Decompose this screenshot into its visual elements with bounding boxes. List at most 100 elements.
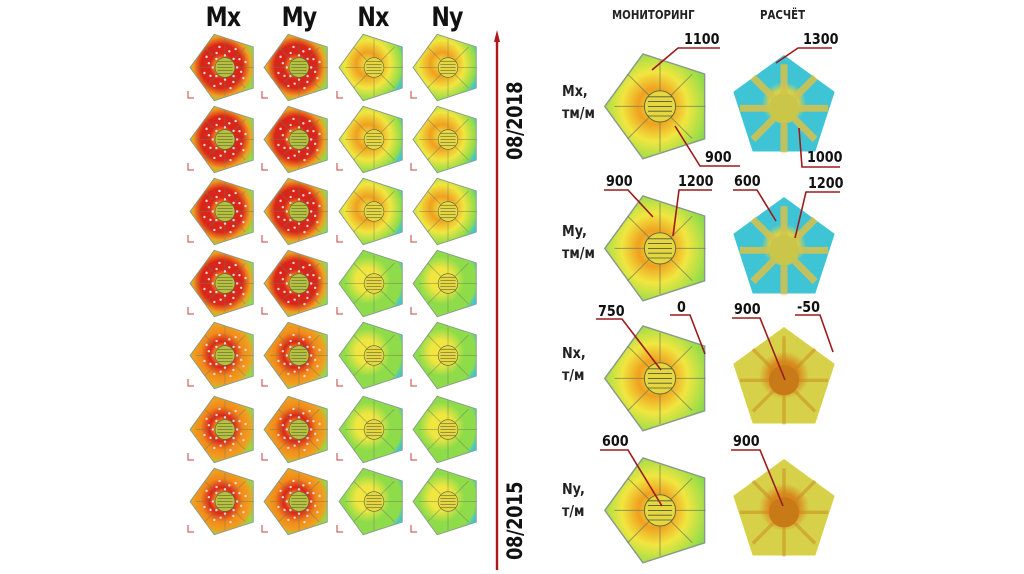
radial-beam — [454, 508, 469, 523]
sensor-point — [289, 436, 292, 440]
sensor-point — [229, 520, 232, 524]
axis-icon — [410, 235, 417, 243]
sensor-point — [302, 194, 305, 197]
radial-beam — [353, 508, 368, 523]
sensor-point — [215, 273, 218, 277]
sensor-point — [209, 218, 212, 222]
sensor-point — [289, 74, 292, 78]
calculation-map-1 — [722, 190, 846, 311]
sensor-point — [232, 436, 235, 440]
sensor-point — [211, 354, 215, 357]
sensor-point — [313, 432, 317, 436]
callout-ny-calc-1: 900 — [733, 432, 760, 450]
stress-map-ny-3 — [409, 172, 487, 253]
sensor-point — [285, 500, 289, 503]
sensor-point — [232, 129, 235, 133]
sensor-point — [239, 286, 243, 290]
radial-beam — [427, 118, 442, 133]
radial-beam — [380, 146, 395, 161]
stress-map-mx-6 — [186, 390, 264, 471]
sensor-point — [306, 368, 309, 372]
sensor-point — [285, 66, 289, 69]
radial-beam — [353, 408, 368, 423]
sensor-point — [238, 201, 241, 205]
sensor-point — [306, 508, 309, 512]
sensor-point — [211, 282, 215, 285]
sensor-point — [203, 433, 206, 437]
sensor-point — [239, 358, 243, 362]
sensor-point — [287, 228, 290, 232]
sensor-point — [223, 198, 227, 201]
row-label-mx-unit: тм/м — [562, 104, 595, 122]
sensor-point — [215, 146, 218, 150]
column-header-mx: Mx — [205, 2, 242, 33]
sensor-point — [218, 117, 221, 121]
sensor-point — [207, 61, 211, 65]
radial-beam — [353, 334, 368, 349]
sensor-point — [292, 261, 295, 265]
monitoring-header: МОНИТОРИНГ — [612, 8, 695, 22]
sensor-point — [219, 154, 222, 157]
sensor-point — [223, 78, 227, 81]
radial-beam — [380, 290, 395, 305]
sensor-point — [215, 362, 218, 366]
sensor-point — [215, 491, 218, 495]
radial-beam — [750, 116, 776, 142]
sensor-point — [203, 505, 206, 509]
sensor-point — [306, 57, 309, 61]
sensor-point — [289, 413, 292, 417]
sensor-point — [312, 129, 315, 133]
axis-icon — [410, 525, 417, 533]
sensor-point — [207, 205, 211, 209]
sensor-point — [279, 343, 282, 347]
sensor-point — [285, 282, 289, 285]
stress-map-ny-4 — [409, 244, 487, 325]
sensor-point — [242, 510, 245, 514]
radial-beam — [454, 146, 469, 161]
sensor-point — [306, 419, 309, 423]
stress-map-mx-7 — [186, 462, 264, 543]
sensor-point — [238, 129, 241, 133]
sensor-point — [219, 82, 222, 85]
arrow-up-icon — [494, 30, 500, 42]
sensor-point — [213, 228, 216, 232]
sensor-point — [308, 191, 311, 195]
sensor-point — [316, 292, 319, 296]
sensor-point — [316, 148, 319, 152]
sensor-point — [297, 198, 301, 201]
stress-map-mx-4 — [186, 244, 264, 325]
sensor-point — [277, 143, 280, 147]
callout-mx-mon-1: 1100 — [684, 30, 720, 48]
sensor-point — [306, 436, 309, 440]
sensor-point — [308, 335, 311, 339]
sensor-point — [223, 366, 227, 369]
calculation-map-2 — [722, 320, 846, 441]
radial-beam — [427, 334, 442, 349]
sensor-point — [223, 294, 227, 297]
sensor-point — [302, 50, 305, 53]
sensor-point — [215, 267, 218, 271]
axis-icon — [336, 525, 343, 533]
axis-icon — [261, 525, 268, 533]
sensor-point — [232, 74, 235, 78]
sensor-point — [211, 428, 215, 431]
sensor-point — [218, 261, 221, 265]
sensor-point — [209, 290, 212, 294]
radial-beam — [427, 480, 442, 495]
callout-nx-calc-1: 900 — [734, 300, 761, 318]
sensor-point — [293, 444, 296, 447]
sensor-point — [213, 372, 216, 376]
sensor-point — [244, 276, 247, 280]
radial-beam — [427, 290, 442, 305]
sensor-point — [232, 224, 235, 228]
sensor-point — [313, 286, 317, 290]
sensor-point — [316, 438, 319, 442]
sensor-point — [223, 440, 227, 443]
stress-map-mx-5 — [186, 316, 264, 397]
radial-beam — [427, 262, 442, 277]
sensor-point — [235, 428, 239, 431]
sensor-point — [297, 126, 301, 129]
column-header-my: My — [281, 2, 318, 33]
sensor-point — [289, 57, 292, 61]
axis-icon — [410, 453, 417, 461]
